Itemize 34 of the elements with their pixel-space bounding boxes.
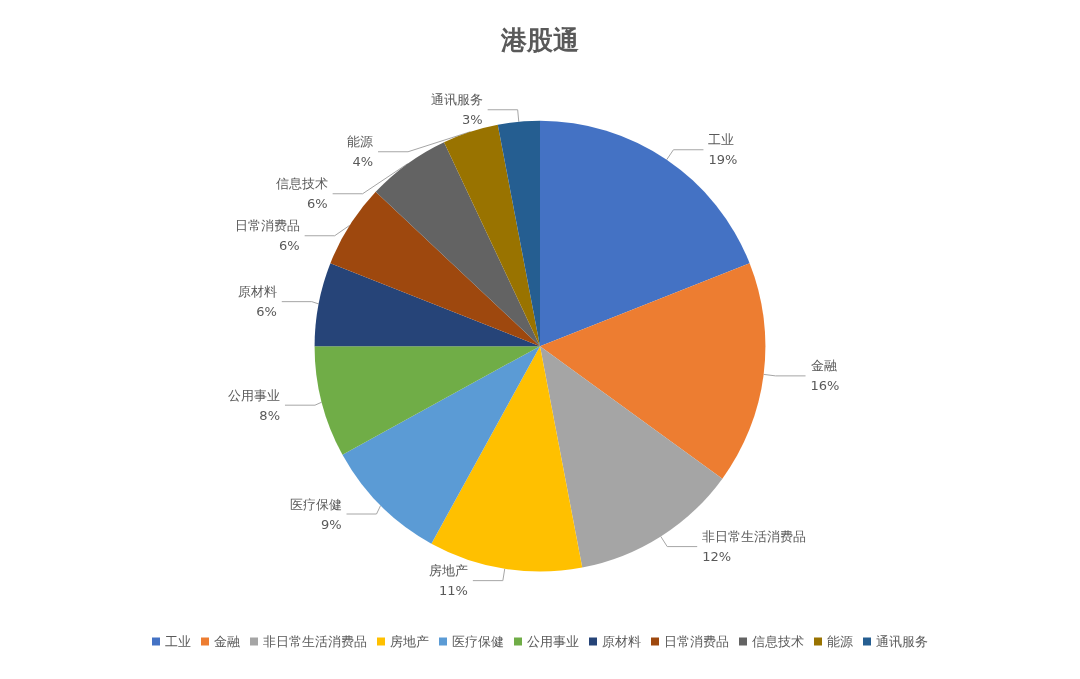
legend-label: 房地产 [390,634,429,649]
legend-label: 公用事业 [527,634,579,649]
slice-label: 原材料 [237,284,277,300]
slice-label: 公用事业 [227,387,280,403]
slice-label: 非日常生活消费品 [702,529,807,545]
data-label: 9% [320,516,342,532]
legend-label: 工业 [165,634,191,649]
data-label: 19% [708,152,738,168]
data-label: 6% [256,304,277,320]
data-label: 12% [702,549,732,565]
data-label: 16% [810,378,840,394]
data-label: 6% [307,196,328,212]
slice-label: 信息技术 [275,176,328,192]
legend-label: 通讯服务 [876,634,928,649]
slice-label: 能源 [347,134,374,150]
slice-label: 通讯服务 [430,92,483,108]
chart-title: 港股通 [500,25,579,55]
data-label: 6% [279,238,300,254]
legend-label: 日常消费品 [664,634,729,649]
slice-label: 工业 [708,132,735,148]
legend-label: 信息技术 [752,634,804,649]
legend-label: 金融 [214,634,240,649]
legend-label: 医疗保健 [452,634,504,649]
legend-label: 非日常生活消费品 [263,634,367,649]
legend-label: 能源 [827,634,853,649]
data-label: 8% [259,407,280,423]
slice-label: 日常消费品 [234,218,300,234]
slice-label: 金融 [810,358,837,374]
legend-label: 原材料 [602,634,641,649]
slice-label: 房地产 [428,563,468,579]
data-label: 3% [462,112,483,128]
data-label: 11% [438,583,468,599]
slice-label: 医疗保健 [289,496,342,512]
data-label: 4% [352,154,374,170]
